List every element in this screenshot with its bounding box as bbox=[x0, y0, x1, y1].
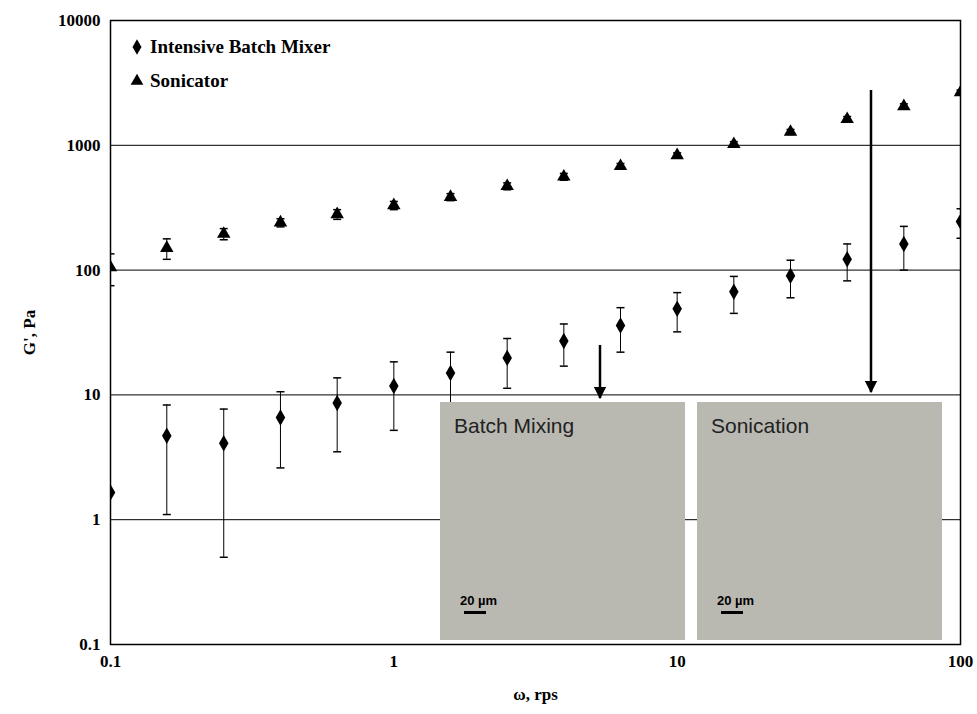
html-text:20 µm: 20 µm bbox=[460, 593, 498, 608]
svg-text:10: 10 bbox=[669, 652, 686, 671]
svg-text:G', Pa: G', Pa bbox=[20, 309, 39, 355]
html-text:Sonication: Sonication bbox=[711, 414, 810, 437]
svg-text:ω, rps: ω, rps bbox=[513, 685, 558, 704]
svg-text:10: 10 bbox=[84, 385, 101, 404]
svg-text:100: 100 bbox=[75, 261, 101, 280]
svg-text:0.1: 0.1 bbox=[100, 652, 121, 671]
html-text:Sonicator: Sonicator bbox=[150, 70, 229, 91]
svg-text:10000: 10000 bbox=[58, 11, 101, 30]
html-text:Batch Mixing: Batch Mixing bbox=[454, 414, 575, 437]
svg-text:1: 1 bbox=[92, 510, 101, 529]
svg-text:1000: 1000 bbox=[67, 136, 101, 155]
svg-text:1: 1 bbox=[390, 652, 399, 671]
html-text:Intensive Batch Mixer: Intensive Batch Mixer bbox=[150, 36, 331, 57]
svg-text:0.1: 0.1 bbox=[79, 635, 100, 654]
svg-text:100: 100 bbox=[948, 652, 974, 671]
html-text:20 µm: 20 µm bbox=[717, 593, 755, 608]
